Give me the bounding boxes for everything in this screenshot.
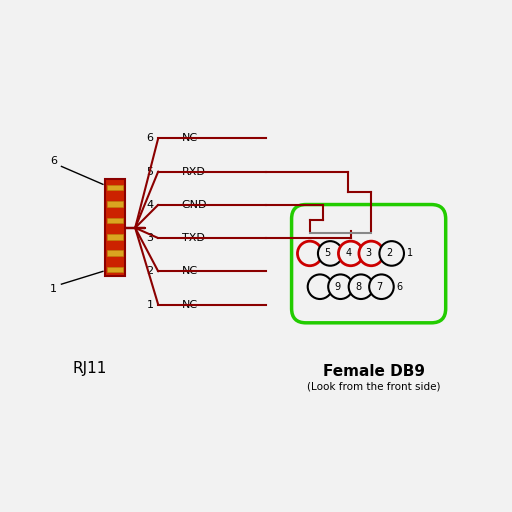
Text: 6: 6: [396, 282, 402, 292]
Text: 7: 7: [376, 282, 382, 292]
Bar: [107, 185, 123, 190]
Text: 2: 2: [386, 248, 392, 259]
Bar: [107, 250, 123, 256]
Text: 1: 1: [407, 248, 413, 259]
FancyBboxPatch shape: [291, 205, 445, 323]
Text: 5: 5: [146, 166, 154, 177]
Bar: [107, 218, 123, 223]
Text: 3: 3: [146, 233, 154, 243]
Text: 5: 5: [325, 248, 331, 259]
Text: RJ11: RJ11: [72, 361, 107, 376]
Text: 1: 1: [50, 284, 57, 294]
Circle shape: [369, 274, 394, 299]
Text: 8: 8: [355, 282, 361, 292]
Text: NC: NC: [182, 266, 198, 276]
Circle shape: [328, 274, 353, 299]
Circle shape: [297, 241, 322, 266]
Text: NC: NC: [182, 300, 198, 310]
Text: TXD: TXD: [182, 233, 205, 243]
Circle shape: [308, 274, 332, 299]
Circle shape: [349, 274, 373, 299]
Text: NC: NC: [182, 133, 198, 143]
Text: RXD: RXD: [182, 166, 206, 177]
Text: 9: 9: [335, 282, 341, 292]
Bar: [107, 267, 123, 272]
Bar: [107, 234, 123, 240]
Circle shape: [338, 241, 363, 266]
Circle shape: [318, 241, 343, 266]
Circle shape: [359, 241, 383, 266]
Text: (Look from the front side): (Look from the front side): [307, 381, 440, 392]
Text: Female DB9: Female DB9: [323, 364, 425, 379]
Text: 6: 6: [50, 156, 57, 166]
Text: 4: 4: [146, 200, 154, 210]
Circle shape: [379, 241, 404, 266]
FancyBboxPatch shape: [105, 179, 125, 276]
Bar: [107, 201, 123, 207]
Text: 3: 3: [366, 248, 372, 259]
Text: 2: 2: [146, 266, 154, 276]
Text: 6: 6: [146, 133, 154, 143]
Text: 4: 4: [345, 248, 351, 259]
Text: GND: GND: [182, 200, 207, 210]
Text: 1: 1: [146, 300, 154, 310]
